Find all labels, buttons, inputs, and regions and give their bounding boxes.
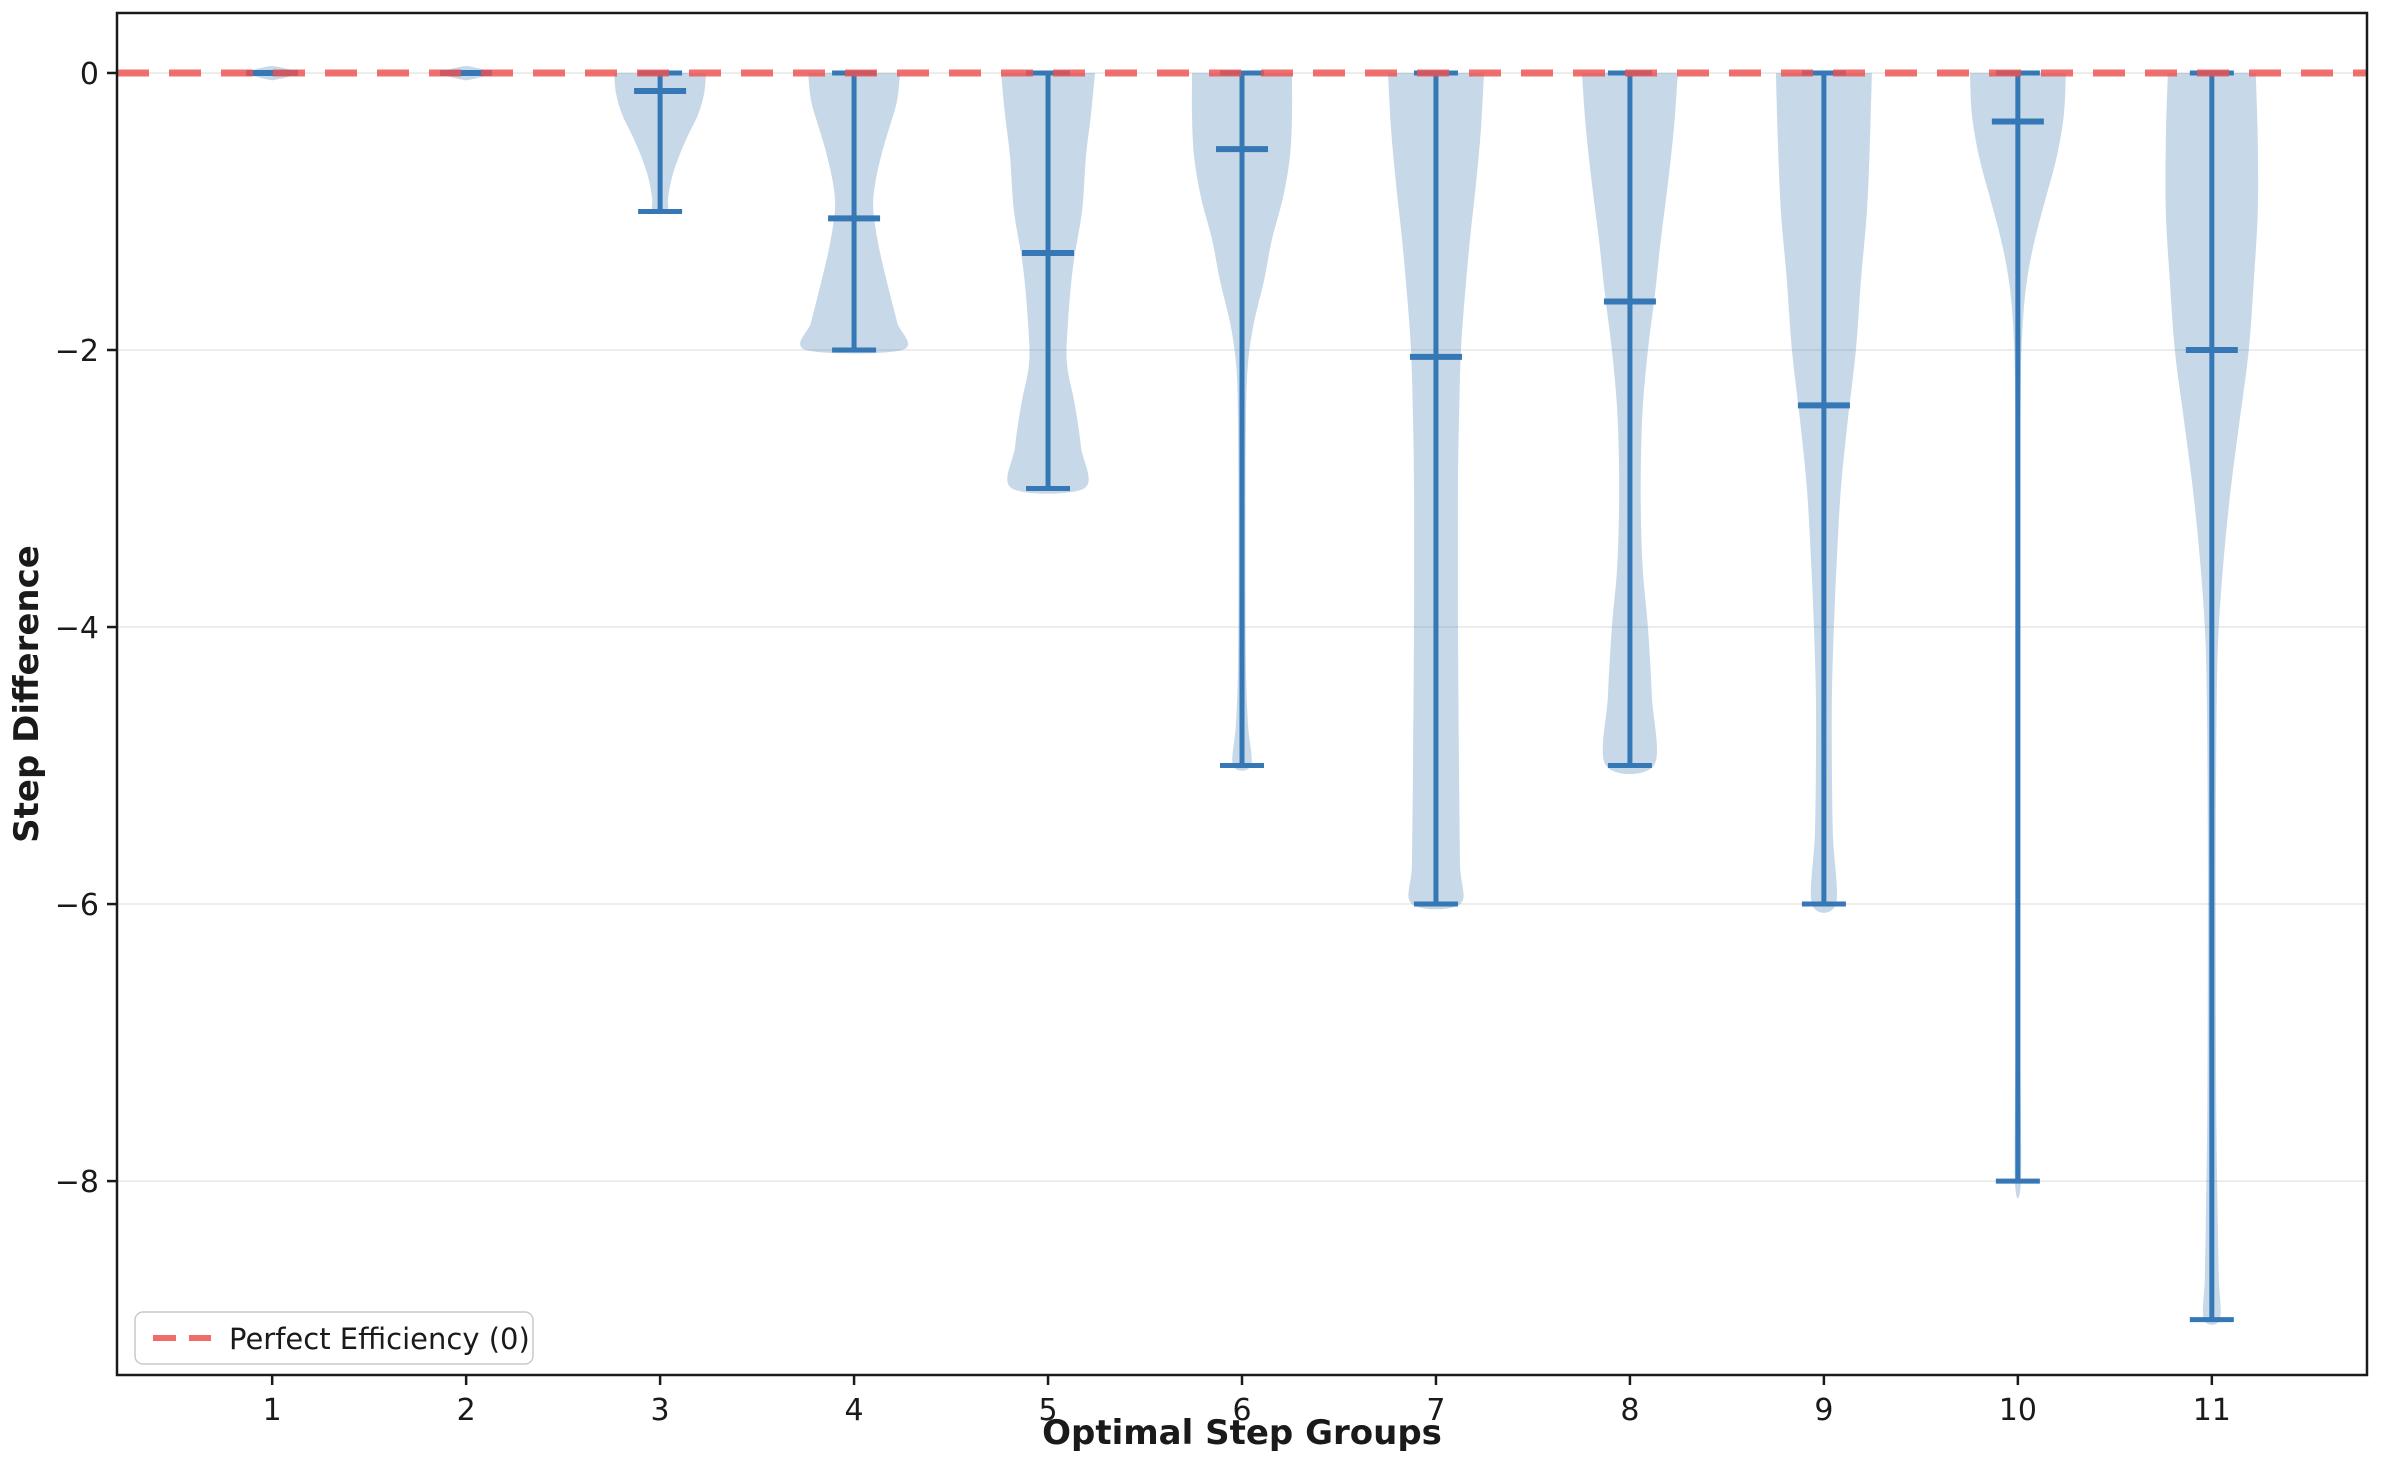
x-tick-label: 3 — [651, 1393, 670, 1428]
y-tick-label: −4 — [55, 611, 99, 646]
x-tick-label: 8 — [1620, 1393, 1639, 1428]
y-tick-label: −6 — [55, 888, 99, 923]
x-tick-label: 5 — [1038, 1393, 1057, 1428]
y-tick-label: 0 — [80, 57, 99, 92]
y-tick-label: −2 — [55, 334, 99, 369]
x-tick-label: 1 — [263, 1393, 282, 1428]
legend: Perfect Efficiency (0) — [134, 1311, 534, 1365]
x-tick-label: 9 — [1814, 1393, 1833, 1428]
legend-box — [134, 1311, 534, 1365]
x-axis-label: Optimal Step Groups — [1042, 1413, 1442, 1453]
x-tick-label: 4 — [845, 1393, 864, 1428]
x-tick-label: 6 — [1232, 1393, 1251, 1428]
y-tick-label: −8 — [55, 1165, 99, 1200]
y-axis-label: Step Difference — [7, 545, 47, 843]
x-tick-label: 10 — [1999, 1393, 2037, 1428]
x-tick-label: 7 — [1426, 1393, 1445, 1428]
legend-label: Perfect Efficiency (0) — [229, 1322, 530, 1356]
x-tick-label: 2 — [457, 1393, 476, 1428]
x-tick-label: 11 — [2193, 1393, 2231, 1428]
